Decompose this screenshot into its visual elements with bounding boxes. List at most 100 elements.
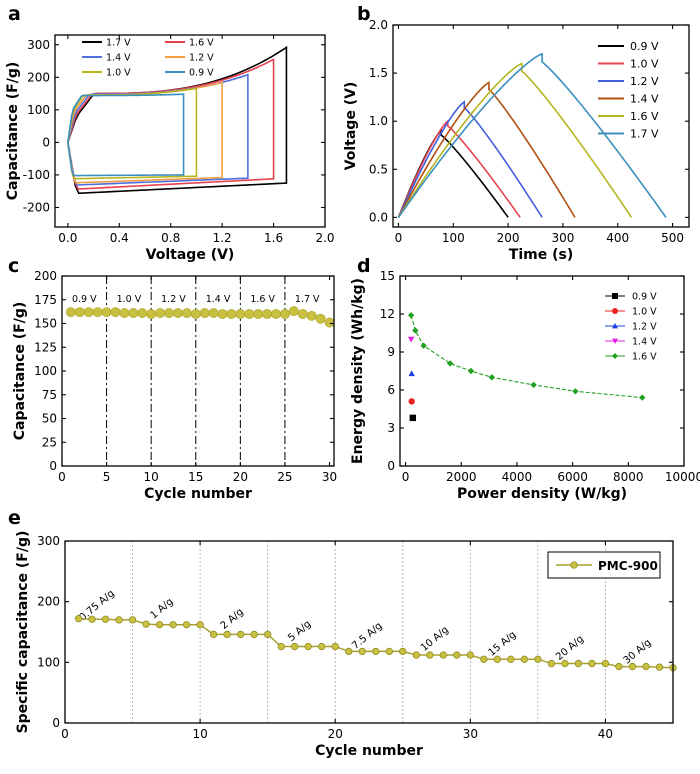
legend-label: 0.9 V xyxy=(632,292,657,303)
data-point xyxy=(226,309,237,319)
plot-frame xyxy=(399,275,685,467)
x-tick-label: 500 xyxy=(661,231,684,245)
segment-label: 0.9 V xyxy=(72,294,97,305)
legend-label: 1.6 V xyxy=(630,110,659,123)
x-tick-label: 20 xyxy=(328,727,343,741)
data-point xyxy=(223,630,231,639)
y-tick-label: 0.5 xyxy=(369,162,388,176)
x-tick-label: 0 xyxy=(61,727,69,741)
gcd-curve xyxy=(397,81,576,218)
series-group xyxy=(397,52,667,218)
data-point xyxy=(208,308,219,318)
data-point xyxy=(488,374,496,381)
data-point xyxy=(412,651,420,659)
data-point xyxy=(315,313,326,324)
data-point xyxy=(385,647,393,656)
y-tick-label: 3 xyxy=(387,421,395,435)
cv-curve xyxy=(67,58,275,190)
y-tick-label: 25 xyxy=(42,435,57,449)
data-point xyxy=(572,388,579,395)
data-point xyxy=(574,659,583,668)
data-point xyxy=(534,655,542,663)
y-tick-label: 75 xyxy=(42,388,57,402)
x-tick-label: 25 xyxy=(277,470,292,484)
gcd-curve xyxy=(397,52,667,218)
y-tick-label: 6 xyxy=(387,383,395,397)
data-point xyxy=(408,398,415,405)
legend: PMC-900 xyxy=(547,551,661,579)
data-point xyxy=(530,381,537,389)
data-point xyxy=(146,309,157,319)
data-point xyxy=(169,621,177,629)
x-tick-label: 1.6 xyxy=(264,231,283,245)
plot-frame xyxy=(54,34,326,228)
x-tick-label: 6000 xyxy=(557,470,588,484)
x-tick-label: 30 xyxy=(463,727,478,741)
data-point xyxy=(74,615,83,623)
y-tick-label: 0.0 xyxy=(369,210,388,224)
x-tick-label: 30 xyxy=(322,470,337,484)
data-point xyxy=(217,309,228,319)
data-point xyxy=(137,308,148,318)
data-point xyxy=(209,630,218,639)
legend-label: 1.7 V xyxy=(630,128,659,141)
plot-frame xyxy=(392,24,690,228)
data-point xyxy=(615,662,623,671)
x-tick-label: 10 xyxy=(192,727,207,741)
data-point xyxy=(507,655,515,663)
legend-label: 1.7 V xyxy=(106,38,131,49)
data-point xyxy=(304,642,312,651)
data-point xyxy=(642,662,650,671)
y-axis-title: Capacitance (F/g) xyxy=(5,62,21,201)
segment-label: 1.4 V xyxy=(206,294,231,305)
data-point xyxy=(561,659,569,668)
data-point xyxy=(439,651,447,659)
x-tick-label: 10 xyxy=(144,470,159,484)
y-tick-label: 1.0 xyxy=(369,114,388,128)
data-point xyxy=(271,309,281,319)
legend-marker xyxy=(612,353,618,359)
legend-label: 1.6 V xyxy=(189,38,214,49)
legend-label: 1.2 V xyxy=(630,75,659,88)
data-point xyxy=(264,630,272,639)
data-point xyxy=(190,309,201,319)
legend-marker xyxy=(612,308,618,314)
data-point xyxy=(74,307,85,317)
x-tick-label: 20 xyxy=(233,470,248,484)
data-point xyxy=(420,342,427,349)
data-point xyxy=(250,630,258,639)
panel-label-d: d xyxy=(357,255,371,277)
data-point xyxy=(306,310,317,321)
data-point xyxy=(115,616,123,624)
x-tick-label: 0 xyxy=(402,470,410,484)
data-point xyxy=(196,621,204,629)
data-point xyxy=(297,309,308,319)
y-tick-label: 100 xyxy=(34,364,57,378)
legend-label: 0.9 V xyxy=(630,40,659,53)
y-tick-label: 175 xyxy=(34,293,57,307)
data-point xyxy=(155,308,165,318)
data-point xyxy=(407,336,415,343)
x-tick-label: 4000 xyxy=(502,470,533,484)
data-point xyxy=(639,394,646,401)
x-tick-label: 300 xyxy=(551,231,574,245)
y-tick-label: 0 xyxy=(52,716,60,730)
x-axis-title: Cycle number xyxy=(144,486,252,502)
y-tick-label: 100 xyxy=(37,655,60,669)
y-tick-label: 0 xyxy=(49,459,57,473)
y-tick-label: 9 xyxy=(387,345,395,359)
panel-label-e: e xyxy=(8,507,21,529)
data-point xyxy=(173,308,183,318)
y-tick-label: 300 xyxy=(37,534,60,548)
legend-marker xyxy=(570,561,578,569)
x-axis-title: Time (s) xyxy=(509,247,573,263)
data-point xyxy=(426,651,434,659)
data-point xyxy=(92,307,103,317)
data-point xyxy=(128,308,139,318)
data-point xyxy=(164,308,174,318)
rate-label: 1 A/g xyxy=(148,596,175,621)
y-tick-label: 1.5 xyxy=(369,66,388,80)
legend: 0.9 V 1.0 V 1.2 V 1.4 V 1.6 V 1.7 V xyxy=(598,40,659,141)
rate-label: 5 A/g xyxy=(286,619,313,644)
